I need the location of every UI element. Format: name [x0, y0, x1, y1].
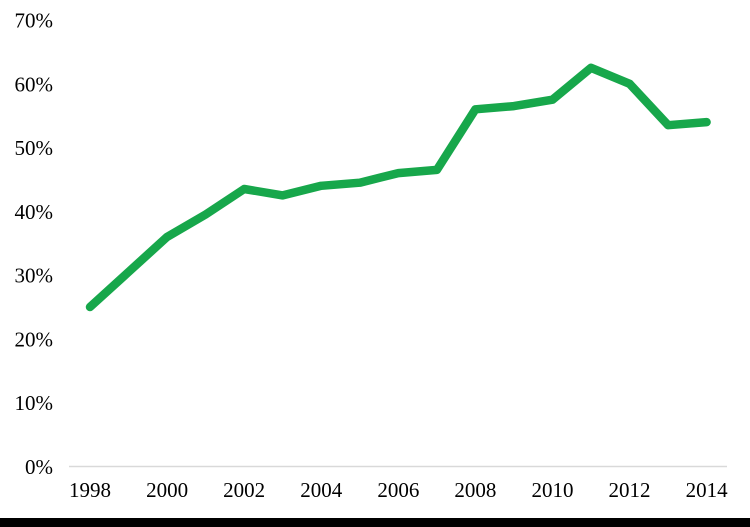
x-axis-tick-label: 2006: [377, 478, 419, 502]
y-axis-tick-label: 30%: [15, 264, 54, 288]
y-axis-tick-label: 0%: [25, 455, 53, 479]
x-axis-tick-label: 2012: [609, 478, 651, 502]
bottom-border-rule: [0, 518, 750, 527]
x-axis-tick-label: 2000: [146, 478, 188, 502]
y-axis-tick-label: 10%: [15, 391, 54, 415]
x-axis-tick-label: 2010: [531, 478, 573, 502]
x-axis-tick-label: 2004: [300, 478, 343, 502]
y-axis-tick-label: 60%: [15, 72, 54, 96]
x-axis-tick-label: 2014: [686, 478, 729, 502]
x-axis-tick-label: 1998: [69, 478, 111, 502]
x-axis-tick-label: 2002: [223, 478, 265, 502]
y-axis-tick-label: 20%: [15, 327, 54, 351]
y-axis-tick-label: 50%: [15, 136, 54, 160]
x-axis-tick-label: 2008: [454, 478, 496, 502]
data-series-line: [85, 63, 711, 312]
y-axis-tick-label: 40%: [15, 200, 54, 224]
y-axis-tick-label: 70%: [15, 9, 54, 33]
